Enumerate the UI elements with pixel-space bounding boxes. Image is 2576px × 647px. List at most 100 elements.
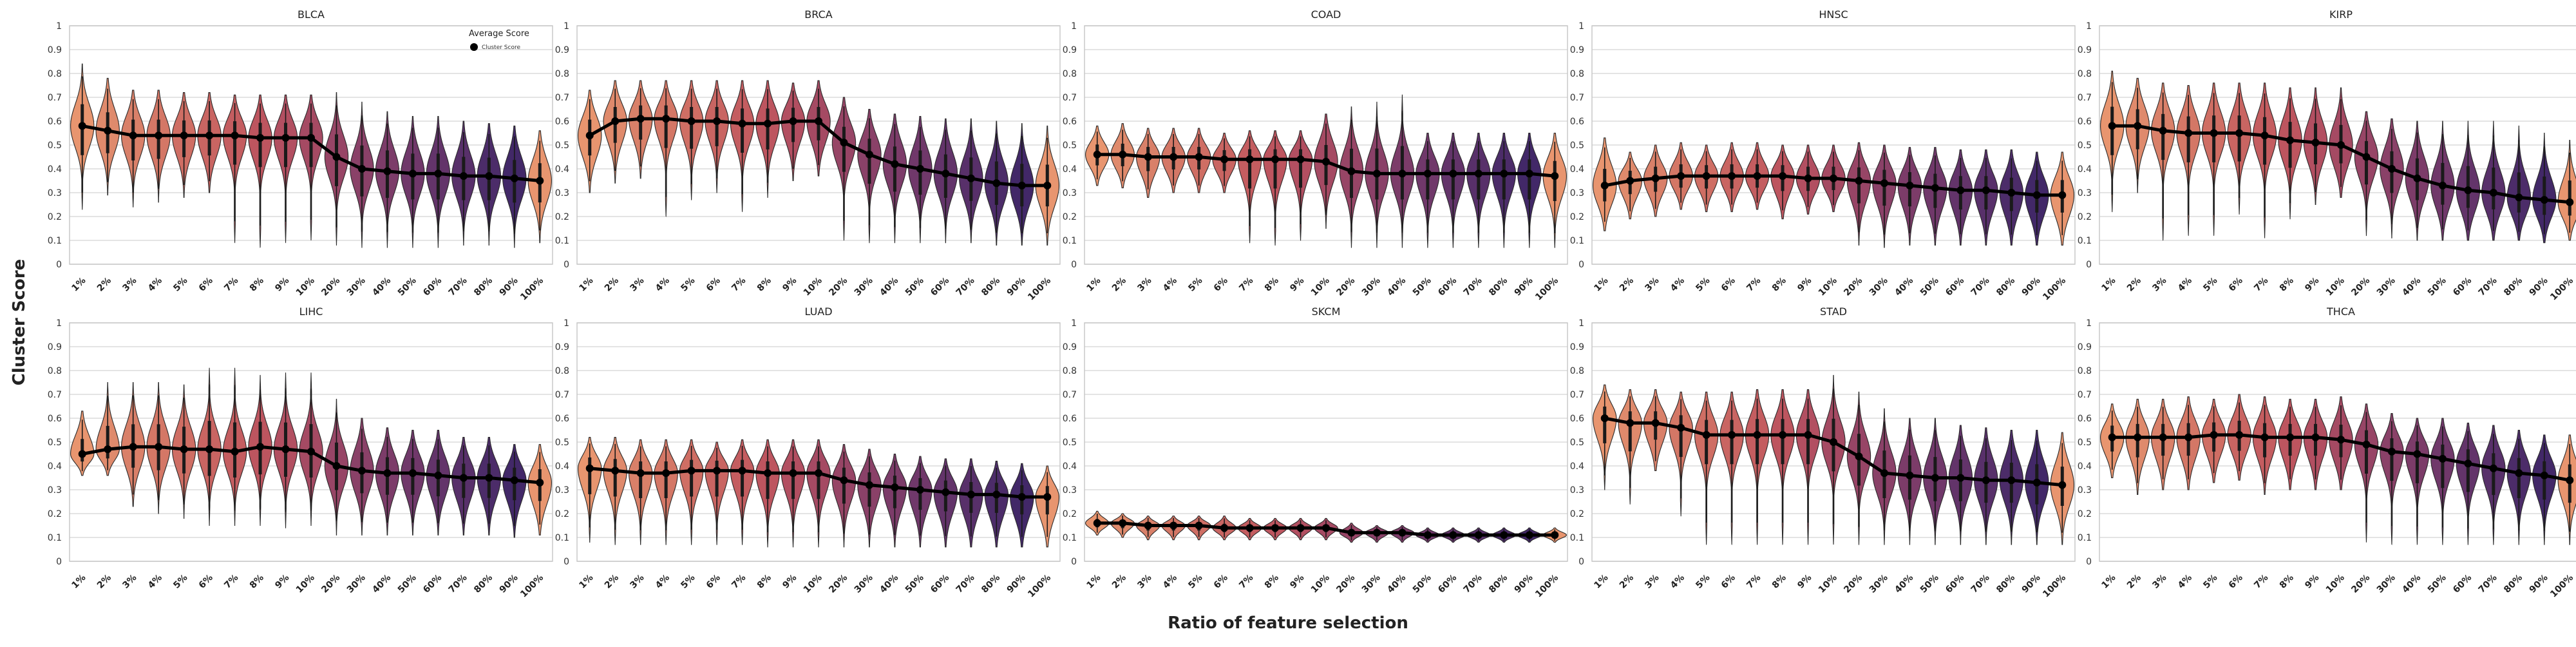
average-score-point [1220,155,1229,164]
average-score-point [1551,531,1559,539]
x-tick-label: 50% [1411,276,1434,298]
average-score-point [1626,419,1634,427]
y-tick-label: 0.3 [1063,188,1077,198]
average-score-point [992,179,1001,188]
panel-frame [576,25,1061,265]
y-tick-label: 0.6 [555,414,569,424]
y-tick-label: 0.1 [1063,533,1077,543]
y-tick-label: 0 [2086,557,2092,567]
average-score-point [2413,450,2421,458]
x-tick-label: 20% [1334,276,1357,298]
average-score-point [2159,433,2167,441]
y-tick-label: 0.4 [555,461,569,472]
average-score-point [383,469,392,478]
y-tick-label: 1 [56,318,62,329]
panel-title: LUAD [804,305,832,318]
panel-title: BLCA [298,8,325,21]
x-tick-label: 100% [1533,276,1560,303]
average-score-point [2311,139,2320,147]
y-tick-label: 0.7 [2078,390,2092,400]
y-tick-label: 0.3 [2078,485,2092,496]
x-tick-label: 4% [654,573,672,591]
y-tick-label: 0.6 [1570,117,1584,127]
violin-100pct [2557,434,2576,545]
average-score-point [104,126,112,135]
x-tick-label: 1% [577,573,595,591]
y-tick-label: 0.4 [48,461,62,472]
x-tick-label: 60% [421,276,444,298]
average-score-point [155,443,163,451]
y-axis-title: Cluster Score [10,259,29,385]
x-tick-label: 4% [2176,276,2194,294]
y-tick-label: 0.2 [555,509,569,519]
x-tick-label: 1% [1084,573,1103,591]
y-tick-label: 0.3 [48,485,62,496]
average-score-point [510,174,518,182]
average-score-point [2032,191,2041,199]
x-tick-label: 5% [679,573,697,591]
x-tick-label: 2% [2125,573,2143,591]
average-score-point [1855,452,1863,461]
average-score-point [1474,169,1482,178]
y-tick-label: 0.6 [2078,117,2092,127]
average-score-point [2184,129,2193,137]
y-tick-label: 0.6 [48,414,62,424]
y-tick-label: 0.2 [1570,509,1584,519]
average-score-point [485,474,493,482]
x-tick-label: 4% [146,573,164,591]
y-tick-label: 0 [2086,260,2092,270]
average-score-point [1525,531,1533,539]
average-score-point [1245,524,1254,532]
x-tick-label: 100% [1026,276,1053,303]
x-tick-label: 10% [802,573,824,595]
y-tick-label: 0.5 [1570,438,1584,448]
average-score-point [434,169,442,178]
x-tick-label: 100% [2548,573,2575,600]
y-tick-label: 0.5 [48,438,62,448]
x-tick-label: 40% [2400,573,2423,595]
x-tick-label: 100% [518,276,545,303]
x-tick-label: 3% [120,573,138,591]
x-tick-label: 60% [1944,276,1966,298]
average-score-point [1245,155,1254,164]
y-tick-label: 0.3 [48,188,62,198]
average-score-point [789,117,797,125]
x-tick-label: 1% [70,573,88,591]
y-tick-label: 0.9 [2078,342,2092,352]
legend-marker [470,43,478,51]
average-score-point [1651,419,1660,427]
average-score-point [1677,423,1685,432]
average-score-point [1728,172,1736,180]
x-tick-label: 60% [1436,276,1459,298]
y-tick-label: 0.8 [2078,69,2092,79]
x-tick-label: 20% [319,276,342,298]
x-tick-label: 80% [1994,276,2017,298]
x-tick-label: 6% [1719,573,1738,591]
y-tick-label: 0.9 [2078,45,2092,55]
x-tick-label: 9% [2303,573,2321,591]
y-tick-label: 0.2 [2078,212,2092,222]
x-tick-label: 7% [1237,573,1255,591]
y-tick-label: 0.9 [48,45,62,55]
average-score-point [1753,172,1761,180]
average-score-point [2235,430,2244,439]
average-score-point [129,131,137,140]
average-score-point [1906,471,1914,479]
panel-title: HNSC [1819,8,1848,21]
x-tick-label: 8% [2278,276,2296,294]
panel-frame [576,322,1061,562]
legend-title: Average Score [469,29,529,39]
average-score-point [662,469,670,478]
x-tick-label: 100% [2041,276,2068,303]
y-tick-label: 0.8 [48,366,62,376]
y-tick-label: 0.6 [1063,414,1077,424]
x-tick-label: 100% [1533,573,1560,600]
y-tick-label: 1 [564,318,569,329]
x-tick-label: 70% [447,573,469,595]
x-tick-label: 90% [2020,573,2043,595]
x-tick-label: 2% [95,276,113,294]
y-tick-label: 0.1 [2078,533,2092,543]
panel-coad: 0 0.1 0.2 0.3 0.4 0.5 0.6 0.7 0.8 0.9 1 COAD 1% 2% 3% 4… [1063,8,1568,303]
y-tick-label: 0.6 [1063,117,1077,127]
